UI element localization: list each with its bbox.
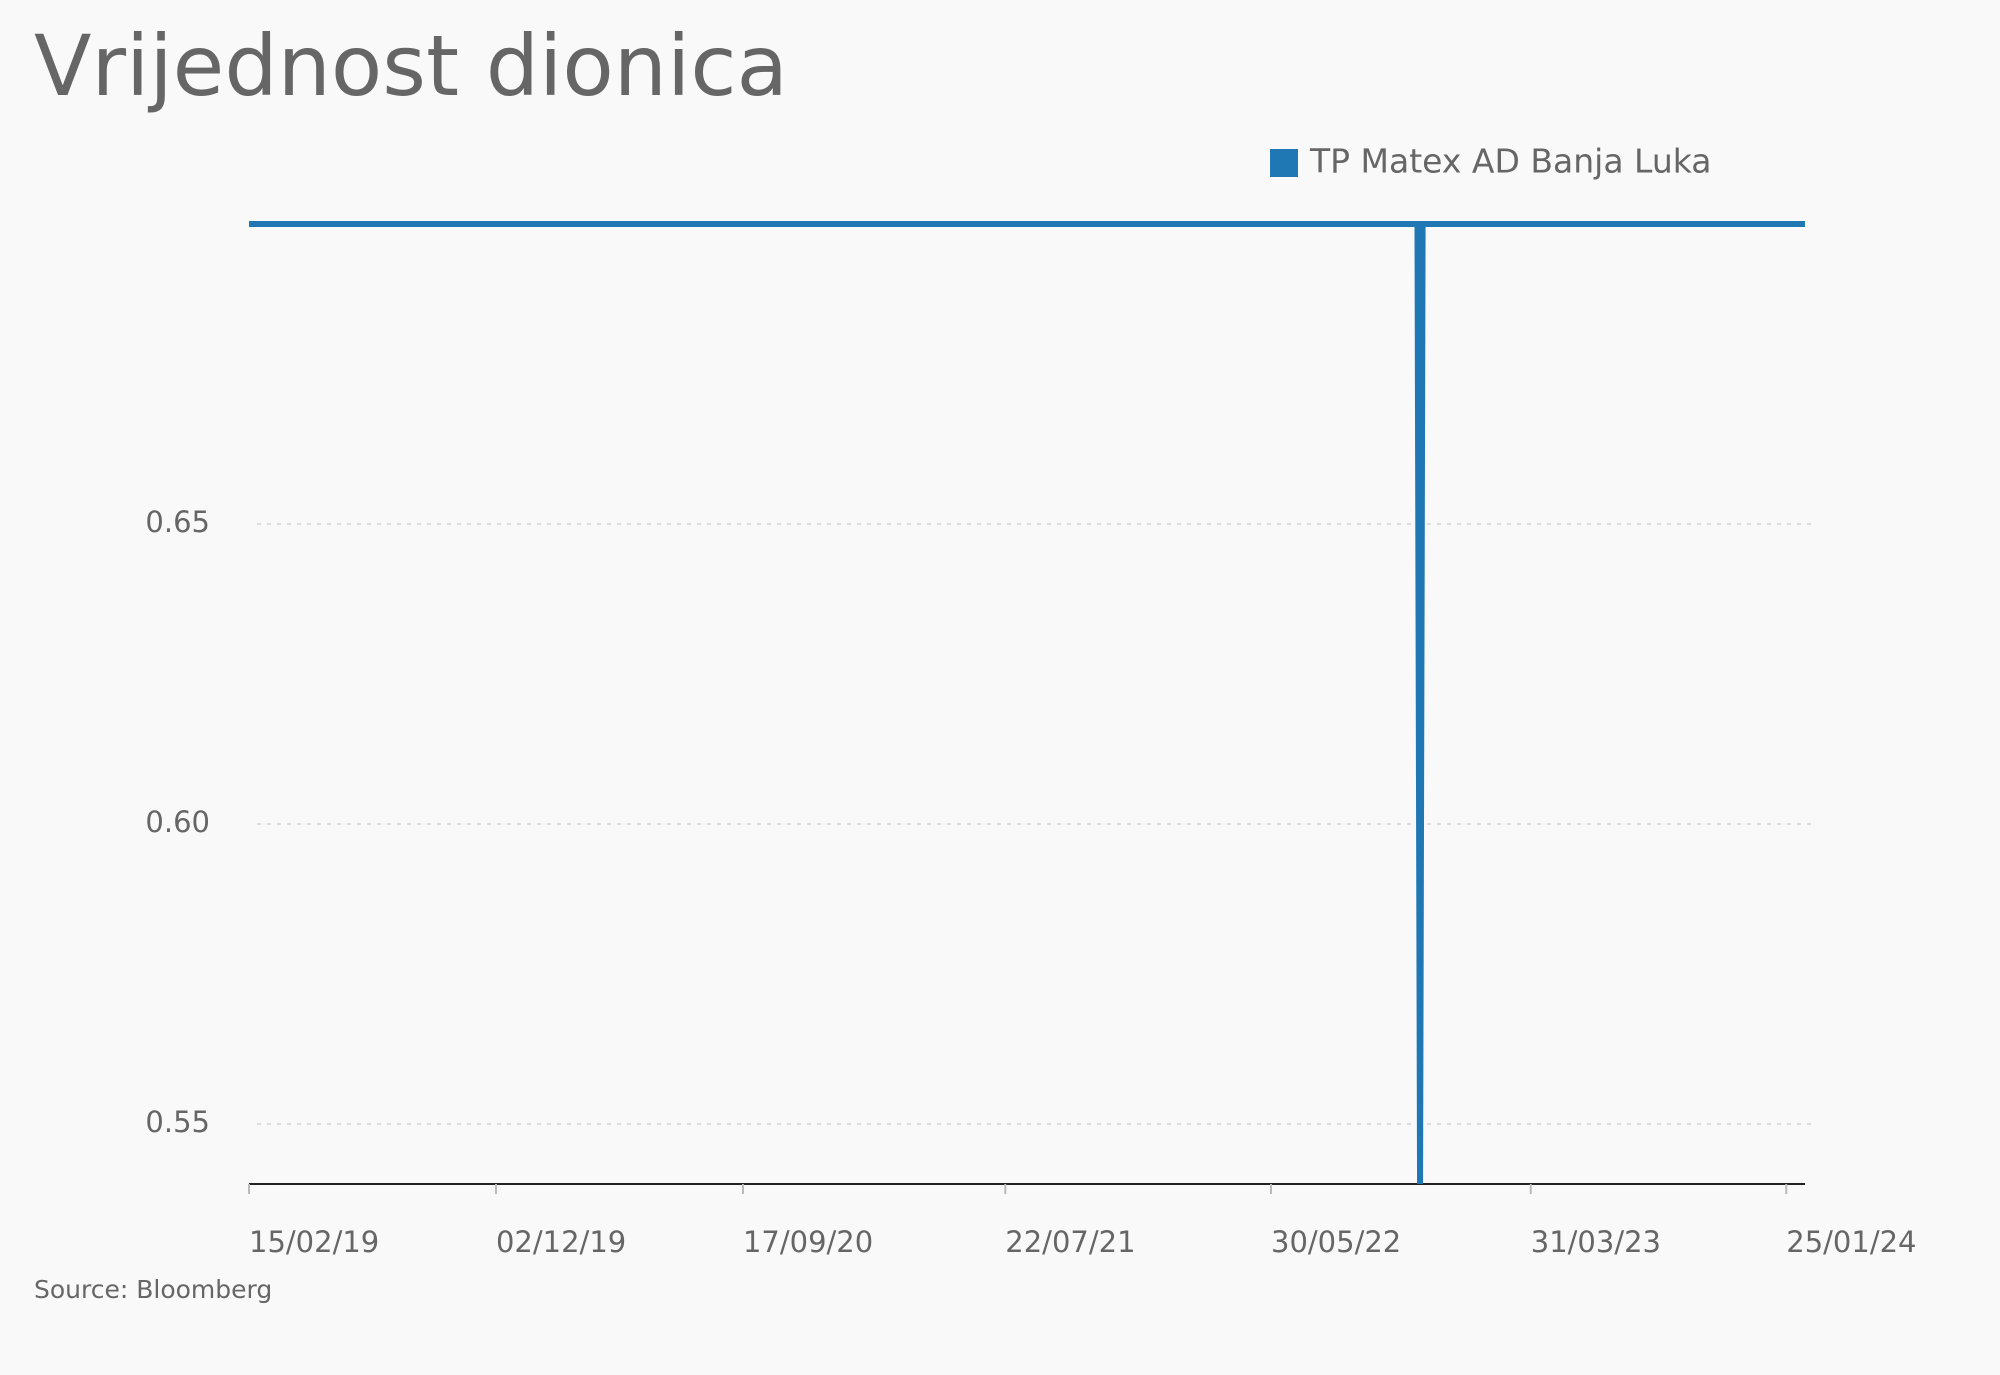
source: Source: Bloomberg (34, 1275, 272, 1304)
x-tick-label: 31/03/23 (1531, 1225, 1661, 1259)
x-tick-label: 22/07/21 (1005, 1225, 1135, 1259)
x-tick-label: 25/01/24 (1786, 1225, 1916, 1259)
x-tick-label: 17/09/20 (743, 1225, 873, 1259)
y-tick-label: 0.60 (145, 805, 210, 839)
x-tick-label: 15/02/19 (249, 1225, 379, 1259)
legend-swatch (1270, 149, 1298, 177)
legend-label: TP Matex AD Banja Luka (1309, 142, 1712, 181)
series-line (249, 221, 1805, 1185)
chart-title: Vrijednost dionica (34, 17, 788, 115)
x-tick-label: 30/05/22 (1271, 1225, 1401, 1259)
y-tick-label: 0.65 (145, 505, 210, 539)
x-tick-label: 02/12/19 (496, 1225, 626, 1259)
y-tick-label: 0.55 (145, 1105, 210, 1139)
